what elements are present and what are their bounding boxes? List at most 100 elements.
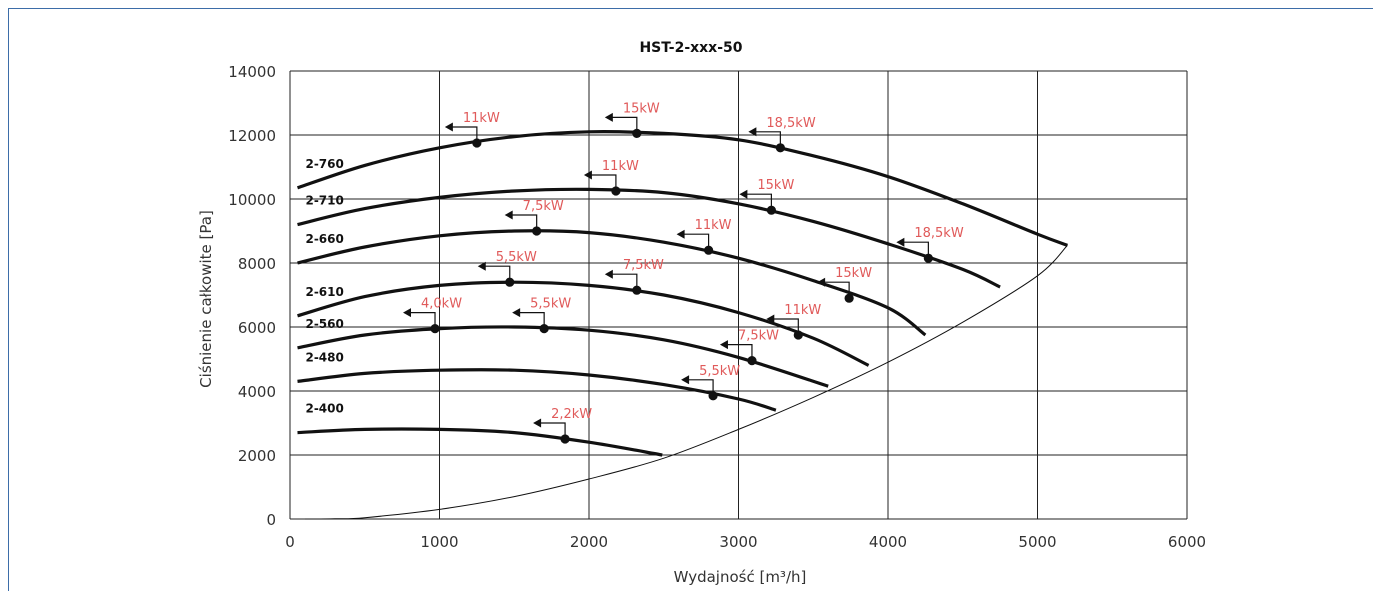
x-tick-label: 2000 (570, 533, 608, 551)
power-leader-line (772, 318, 799, 335)
fan-curve-line (297, 368, 777, 412)
power-leader-line (754, 131, 781, 148)
power-arrow-icon (512, 308, 521, 318)
power-arrow-icon (748, 127, 757, 137)
power-label: 11kW (602, 159, 639, 174)
y-axis-title: Ciśnienie całkowite [Pa] (197, 210, 215, 388)
power-label: 5,5kW (496, 250, 537, 265)
power-label: 15kW (623, 101, 660, 116)
power-label: 15kW (757, 178, 794, 193)
power-point-marker (532, 226, 542, 236)
power-leader-line (409, 312, 436, 329)
power-arrow-icon (604, 112, 613, 122)
curve-label: 2-710 (305, 194, 343, 208)
y-tick-label: 14000 (228, 63, 276, 81)
power-arrow-icon (719, 340, 728, 350)
curve-label: 2-660 (305, 232, 343, 246)
power-leader-line (687, 379, 714, 396)
power-arrow-icon (766, 314, 775, 324)
power-leader-line (902, 241, 929, 259)
power-arrow-icon (583, 170, 592, 180)
x-tick-label: 5000 (1018, 533, 1056, 551)
power-arrow-icon (403, 308, 412, 318)
x-axis-title: Wydajność [m³/h] (674, 568, 807, 586)
power-leader-line (682, 233, 710, 251)
power-arrow-icon (896, 237, 905, 247)
x-tick-label: 4000 (869, 533, 907, 551)
power-arrow-icon (681, 375, 690, 385)
fan-curve-line (297, 280, 870, 367)
power-leader-line (610, 116, 638, 134)
power-label: 11kW (784, 303, 821, 318)
power-label: 7,5kW (623, 258, 664, 273)
x-tick-label: 1000 (420, 533, 458, 551)
power-leader-line (483, 265, 511, 283)
power-leader-line (450, 126, 478, 143)
power-arrow-icon (676, 229, 685, 239)
x-tick-label: 3000 (719, 533, 757, 551)
chart-title: HST-2-xxx-50 (639, 40, 742, 56)
power-label: 7,5kW (523, 199, 564, 214)
power-label: 18,5kW (914, 226, 963, 241)
power-label: 18,5kW (766, 116, 815, 131)
power-point-marker (923, 253, 933, 263)
power-point-marker (708, 391, 718, 401)
curve-label: 2-760 (305, 157, 343, 171)
y-tick-label: 4000 (238, 383, 276, 401)
power-point-marker (632, 128, 642, 138)
power-leader-line (510, 214, 538, 231)
y-tick-label: 0 (266, 511, 276, 529)
power-arrow-icon (533, 418, 542, 428)
x-tick-label: 6000 (1168, 533, 1206, 551)
power-point-marker (775, 143, 785, 153)
power-label: 5,5kW (699, 364, 740, 379)
curve-label: 2-560 (305, 317, 343, 331)
power-label: 4,0kW (421, 297, 462, 312)
y-tick-label: 6000 (238, 319, 276, 337)
power-point-marker (766, 205, 776, 215)
power-leader-line (823, 281, 850, 299)
y-tick-label: 2000 (238, 447, 276, 465)
curve-label: 2-400 (305, 402, 343, 416)
power-point-marker (747, 356, 757, 366)
fan-curve-line (296, 130, 1068, 247)
power-arrow-icon (817, 277, 826, 287)
y-tick-label: 8000 (238, 255, 276, 273)
power-arrow-icon (477, 261, 486, 271)
power-point-marker (505, 277, 515, 287)
power-point-marker (632, 285, 642, 295)
fan-curve-line (297, 325, 829, 388)
power-label: 11kW (463, 111, 500, 126)
power-label: 15kW (835, 266, 872, 281)
power-point-marker (539, 324, 549, 334)
power-arrow-icon (604, 269, 613, 279)
power-label: 2,2kW (551, 407, 592, 422)
power-point-marker (472, 138, 482, 148)
power-leader-line (610, 273, 638, 291)
curve-label: 2-480 (305, 350, 343, 364)
power-point-marker (611, 186, 621, 196)
power-point-marker (793, 330, 803, 340)
power-leader-line (518, 312, 545, 329)
power-label: 11kW (695, 218, 732, 233)
power-label: 7,5kW (738, 329, 779, 344)
power-point-marker (844, 293, 854, 303)
power-point-marker (560, 434, 570, 444)
x-tick-label: 0 (285, 533, 295, 551)
power-point-marker (704, 245, 714, 255)
power-leader-line (589, 174, 617, 191)
power-leader-line (745, 193, 772, 211)
system-limit-curve (304, 245, 1068, 520)
y-tick-label: 12000 (228, 127, 276, 145)
power-arrow-icon (504, 210, 513, 220)
power-arrow-icon (739, 189, 748, 199)
fan-curve-line (297, 187, 1001, 289)
power-label: 5,5kW (530, 297, 571, 312)
power-leader-line (539, 422, 566, 439)
fan-curve-line (297, 229, 927, 337)
fan-curve-line (297, 427, 663, 457)
chart-frame: HST-2-xxx-50 Wydajność [m³/h] Ciśnienie … (8, 8, 1373, 591)
y-tick-label: 10000 (228, 191, 276, 209)
power-arrow-icon (444, 122, 453, 132)
power-point-marker (430, 324, 440, 334)
